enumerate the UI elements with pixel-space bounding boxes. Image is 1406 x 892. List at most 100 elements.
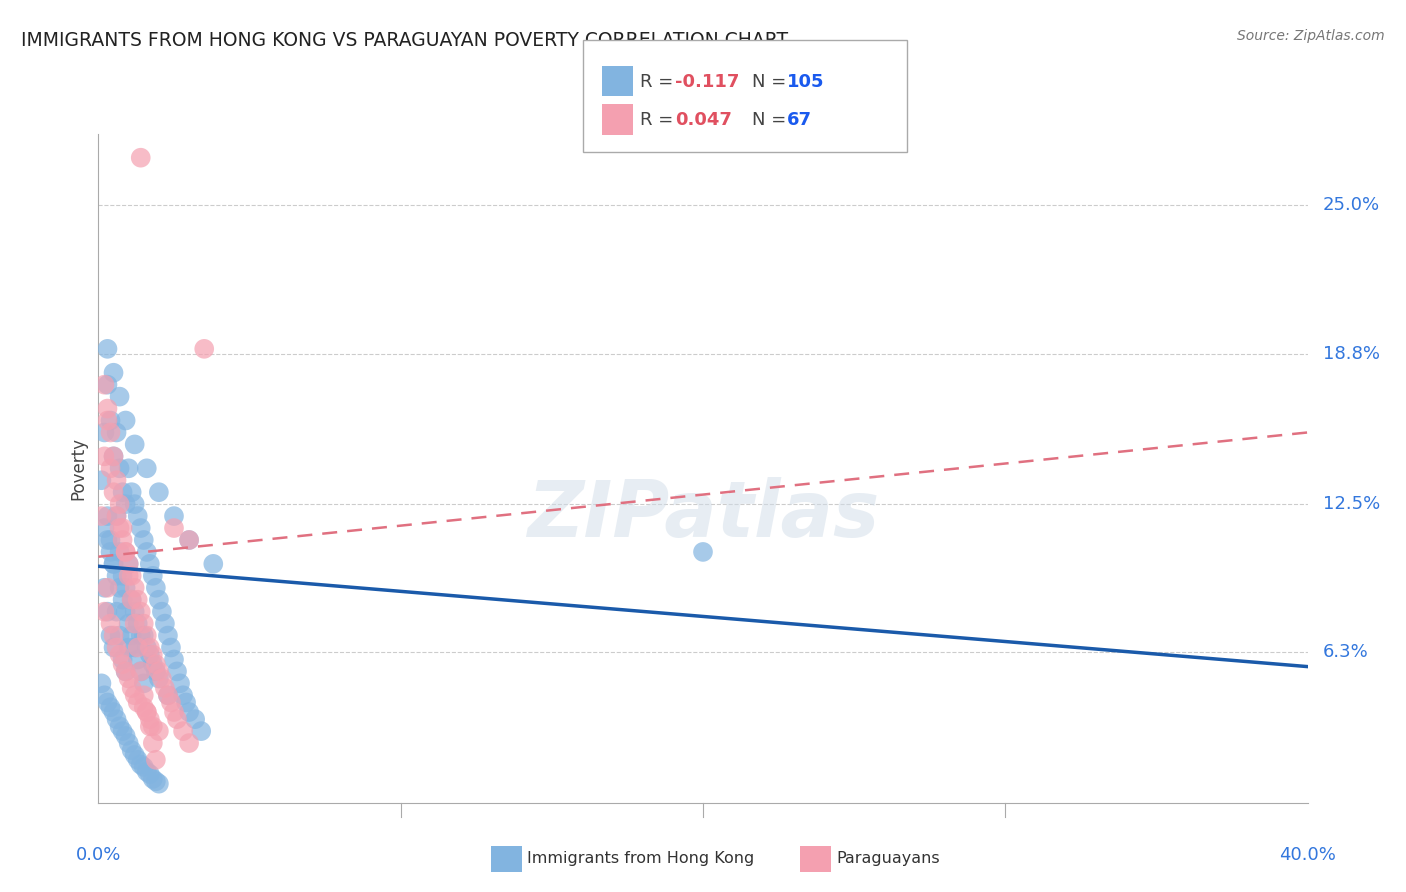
Text: -0.117: -0.117	[675, 73, 740, 91]
Point	[132, 760, 155, 774]
Point	[114, 497, 136, 511]
Point	[105, 509, 128, 524]
Point	[184, 712, 207, 726]
Point	[129, 665, 152, 679]
Point	[127, 509, 149, 524]
Point	[129, 521, 152, 535]
Point	[142, 657, 165, 672]
Point	[127, 696, 149, 710]
Point	[169, 676, 191, 690]
Point	[156, 688, 179, 702]
Point	[100, 616, 122, 631]
Point	[145, 657, 167, 672]
Point	[118, 736, 141, 750]
Text: 0.047: 0.047	[675, 112, 731, 129]
Point	[118, 616, 141, 631]
Point	[177, 736, 201, 750]
Point	[163, 509, 186, 524]
Point	[148, 672, 170, 686]
Point	[103, 366, 125, 380]
Point	[96, 581, 118, 595]
Point	[142, 569, 165, 583]
Point	[142, 736, 165, 750]
Point	[142, 719, 165, 733]
Point	[163, 705, 186, 719]
Text: 40.0%: 40.0%	[1279, 846, 1336, 863]
Point	[114, 665, 136, 679]
Point	[172, 724, 194, 739]
Point	[111, 521, 134, 535]
Point	[135, 461, 157, 475]
Point	[93, 450, 115, 464]
Point	[103, 557, 125, 571]
Point	[163, 652, 186, 666]
Point	[100, 413, 122, 427]
Point	[108, 628, 131, 642]
Point	[114, 605, 136, 619]
Point	[142, 648, 165, 662]
Point	[96, 696, 118, 710]
Point	[93, 581, 115, 595]
Point	[153, 616, 176, 631]
Text: 105: 105	[787, 73, 825, 91]
Point	[124, 747, 146, 762]
Point	[108, 461, 131, 475]
Point	[139, 767, 162, 781]
Point	[124, 437, 146, 451]
Point	[177, 533, 201, 547]
Point	[118, 461, 141, 475]
Point	[118, 640, 141, 655]
Point	[105, 569, 128, 583]
Point	[96, 605, 118, 619]
Point	[139, 712, 162, 726]
Point	[135, 705, 157, 719]
Point	[153, 681, 176, 695]
Text: R =: R =	[640, 112, 679, 129]
Point	[160, 640, 183, 655]
Point	[160, 696, 183, 710]
Point	[111, 485, 134, 500]
Point	[139, 557, 162, 571]
Point	[105, 509, 128, 524]
Point	[103, 450, 125, 464]
Point	[114, 665, 136, 679]
Point	[124, 497, 146, 511]
Point	[103, 628, 125, 642]
Point	[93, 521, 115, 535]
Point	[127, 616, 149, 631]
Point	[190, 724, 212, 739]
Text: 12.5%: 12.5%	[1323, 495, 1379, 513]
Point	[103, 450, 125, 464]
Point	[148, 485, 170, 500]
Point	[166, 665, 188, 679]
Point	[121, 592, 143, 607]
Point	[100, 628, 122, 642]
Point	[129, 628, 152, 642]
Point	[90, 676, 112, 690]
Point	[129, 151, 152, 165]
Point	[100, 533, 122, 547]
Point	[177, 533, 201, 547]
Y-axis label: Poverty: Poverty	[69, 437, 87, 500]
Point	[121, 592, 143, 607]
Point	[124, 616, 146, 631]
Point	[96, 413, 118, 427]
Point	[108, 521, 131, 535]
Point	[111, 592, 134, 607]
Point	[108, 390, 131, 404]
Point	[96, 377, 118, 392]
Point	[142, 772, 165, 786]
Point	[114, 729, 136, 743]
Point	[121, 628, 143, 642]
Point	[129, 665, 152, 679]
Text: N =: N =	[752, 73, 792, 91]
Point	[121, 569, 143, 583]
Point	[105, 640, 128, 655]
Text: Immigrants from Hong Kong: Immigrants from Hong Kong	[527, 852, 755, 866]
Point	[114, 545, 136, 559]
Text: R =: R =	[640, 73, 679, 91]
Point	[156, 628, 179, 642]
Point	[148, 724, 170, 739]
Point	[124, 640, 146, 655]
Point	[93, 425, 115, 440]
